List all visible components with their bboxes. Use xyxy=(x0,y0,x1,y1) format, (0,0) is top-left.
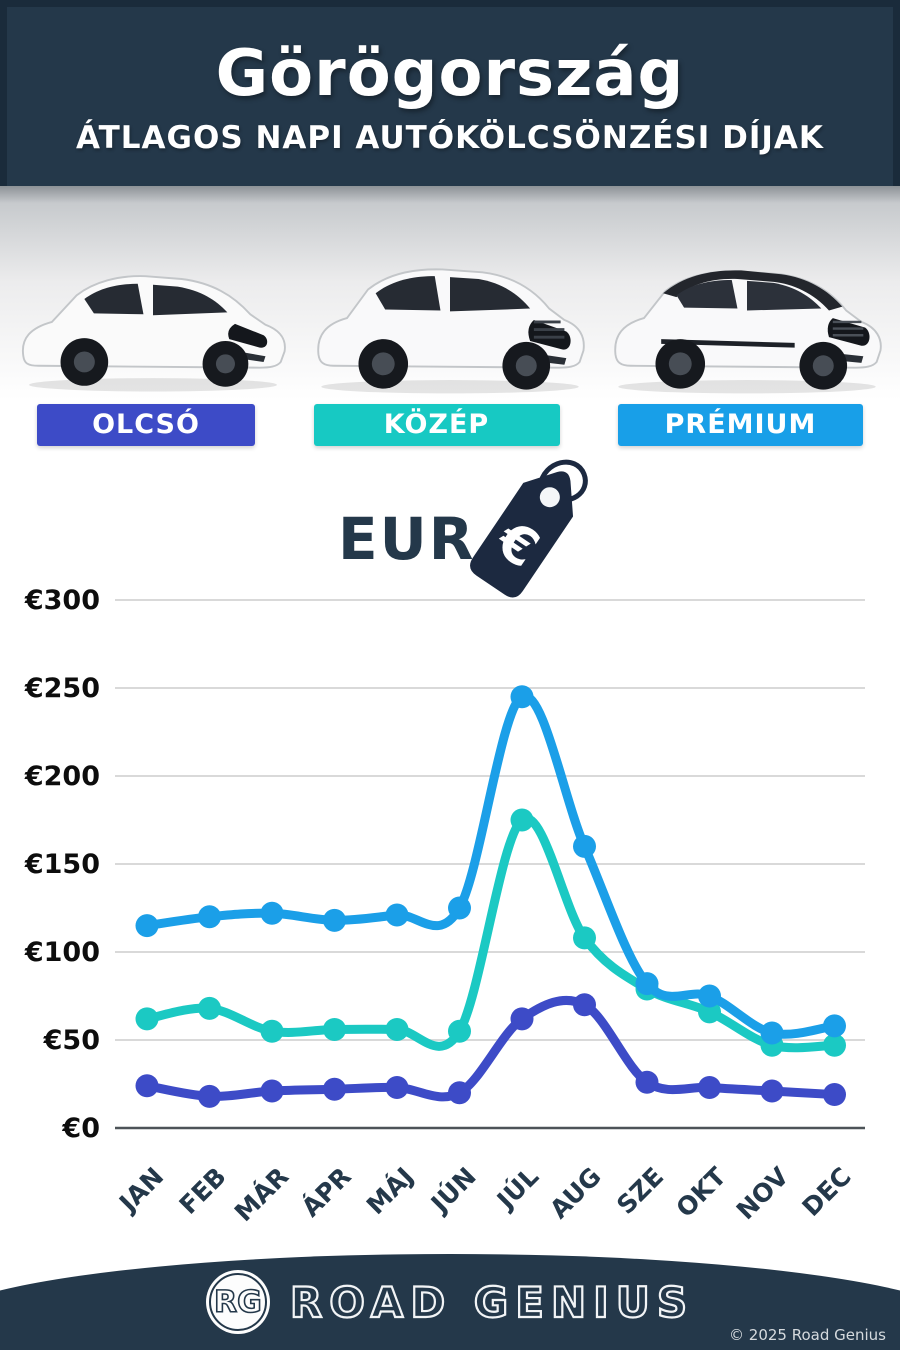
month-label: MÁJ xyxy=(361,1162,419,1220)
midsize-car-image xyxy=(317,268,585,394)
y-tick-label: €100 xyxy=(24,937,100,968)
y-tick-label: €250 xyxy=(24,673,100,704)
data-point-OLCSÓ xyxy=(135,1074,159,1098)
month-label: JÚN xyxy=(423,1161,481,1219)
legend-band-premium: PRÉMIUM xyxy=(618,404,863,446)
data-point-OLCSÓ xyxy=(823,1083,846,1107)
month-label: JÚL xyxy=(489,1161,544,1216)
copyright-text: © 2025 Road Genius xyxy=(729,1326,886,1344)
page-subtitle: ÁTLAGOS NAPI AUTÓKÖLCSÖNZÉSI DÍJAK xyxy=(76,119,824,156)
data-point-OLCSÓ xyxy=(698,1076,721,1100)
data-point-OLCSÓ xyxy=(198,1084,221,1108)
data-point-KÖZÉP xyxy=(698,1000,721,1024)
price-tag-icon: € xyxy=(470,459,588,598)
month-label: DEC xyxy=(797,1162,857,1222)
data-point-OLCSÓ xyxy=(385,1076,409,1100)
y-tick-label: €50 xyxy=(43,1025,100,1056)
header: Görögország ÁTLAGOS NAPI AUTÓKÖLCSÖNZÉSI… xyxy=(0,0,900,186)
road-genius-logo-icon: RG xyxy=(205,1270,270,1334)
month-label: AUG xyxy=(544,1162,607,1225)
data-point-PRÉMIUM xyxy=(323,908,346,932)
data-point-KÖZÉP xyxy=(198,996,221,1020)
month-label: NOV xyxy=(731,1161,795,1225)
data-point-OLCSÓ xyxy=(323,1077,346,1101)
data-point-PRÉMIUM xyxy=(698,984,721,1008)
legend-band-olcso: OLCSÓ xyxy=(37,404,255,446)
data-point-OLCSÓ xyxy=(760,1079,784,1103)
data-point-PRÉMIUM xyxy=(135,914,159,938)
data-point-PRÉMIUM xyxy=(635,972,659,996)
data-point-PRÉMIUM xyxy=(760,1021,784,1045)
y-tick-label: €0 xyxy=(61,1113,100,1144)
economy-car-image xyxy=(21,275,286,392)
data-point-KÖZÉP xyxy=(823,1033,846,1057)
data-point-OLCSÓ xyxy=(510,1007,534,1031)
month-label: SZE xyxy=(611,1162,669,1220)
series-line-PRÉMIUM xyxy=(142,691,839,1039)
legend-band-kozep: KÖZÉP xyxy=(313,404,560,446)
data-point-PRÉMIUM xyxy=(510,685,534,709)
data-point-KÖZÉP xyxy=(323,1017,346,1041)
footer: RG ROAD GENIUS xyxy=(0,1270,900,1334)
data-point-OLCSÓ xyxy=(635,1070,659,1094)
cars-row xyxy=(0,186,900,400)
y-tick-label: €200 xyxy=(24,761,100,792)
data-point-PRÉMIUM xyxy=(260,901,284,925)
brand-name: ROAD GENIUS xyxy=(289,1276,695,1327)
data-point-KÖZÉP xyxy=(135,1007,159,1031)
data-point-OLCSÓ xyxy=(448,1081,471,1105)
page-title: Görögország xyxy=(215,36,685,111)
data-point-OLCSÓ xyxy=(260,1079,284,1103)
month-label: OKT xyxy=(670,1162,731,1223)
month-label: ÁPR xyxy=(296,1162,357,1223)
data-point-KÖZÉP xyxy=(573,926,596,950)
data-point-PRÉMIUM xyxy=(573,834,596,858)
data-point-PRÉMIUM xyxy=(823,1014,846,1038)
data-point-KÖZÉP xyxy=(260,1019,284,1043)
data-point-OLCSÓ xyxy=(573,993,596,1017)
data-point-PRÉMIUM xyxy=(198,905,221,929)
data-point-PRÉMIUM xyxy=(385,903,409,927)
month-label: FEB xyxy=(174,1162,232,1220)
y-tick-label: €150 xyxy=(24,849,100,880)
data-point-KÖZÉP xyxy=(448,1019,471,1043)
currency-label: EUR xyxy=(338,505,476,573)
footer-background xyxy=(0,1254,900,1350)
series-line-OLCSÓ xyxy=(142,995,839,1102)
month-label: JAN xyxy=(112,1162,169,1219)
premium-car-image xyxy=(614,270,882,394)
category-legend: OLCSÓ KÖZÉP PRÉMIUM xyxy=(0,404,900,446)
logo-initials: RG xyxy=(213,1284,262,1321)
month-label: MÁR xyxy=(229,1162,294,1227)
data-point-KÖZÉP xyxy=(385,1017,409,1041)
y-tick-label: €300 xyxy=(24,585,100,616)
data-point-PRÉMIUM xyxy=(448,896,471,920)
data-point-KÖZÉP xyxy=(510,808,534,832)
